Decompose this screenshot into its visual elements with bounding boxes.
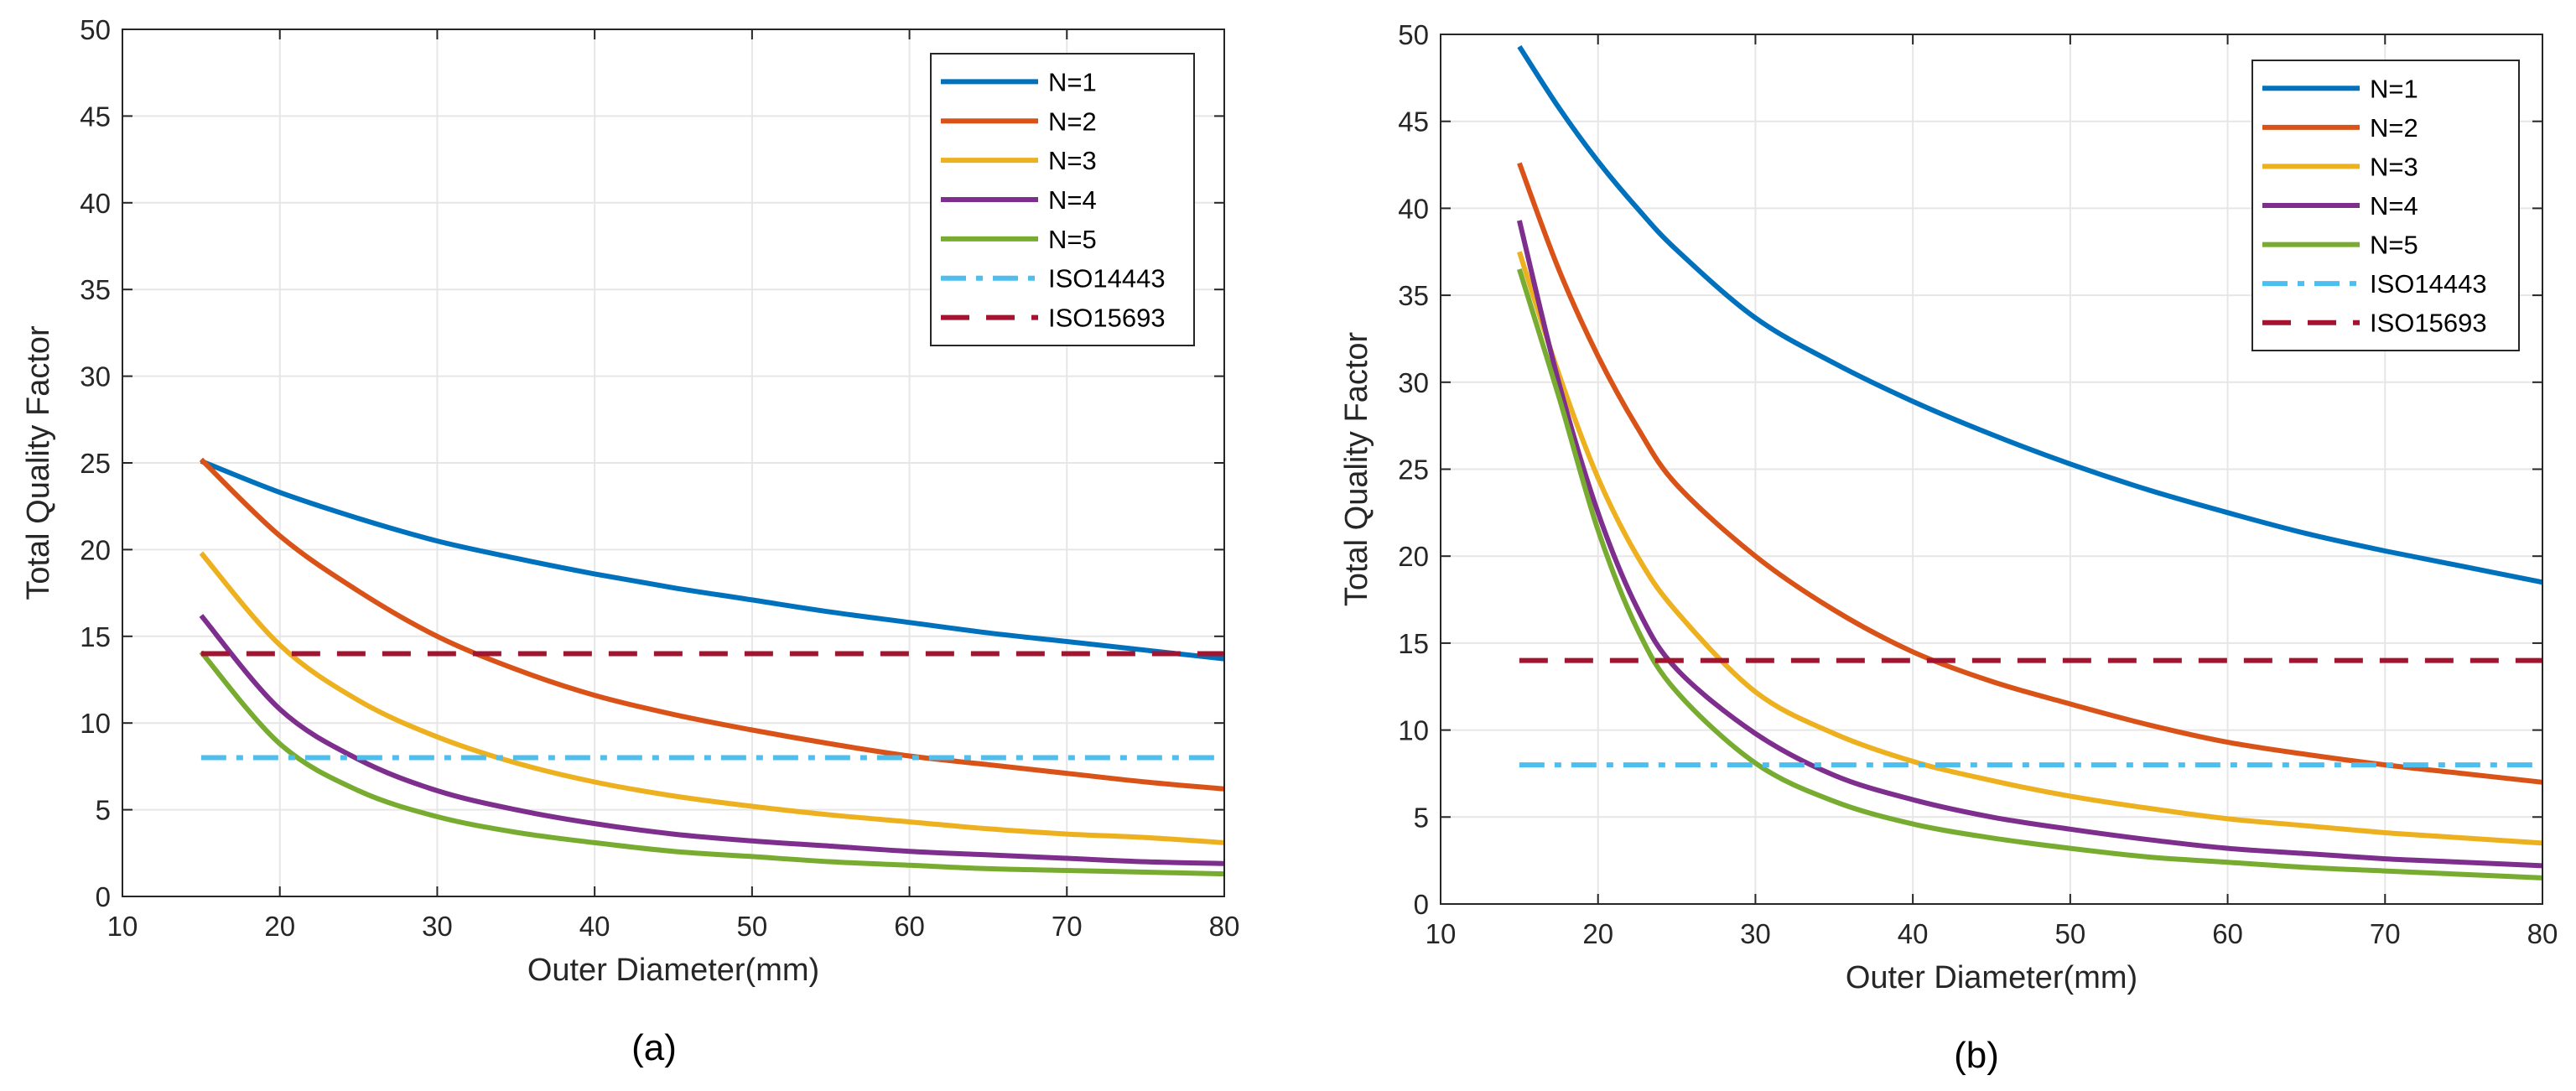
x-tick-label: 50 xyxy=(736,911,767,942)
y-tick-label: 20 xyxy=(1398,541,1429,572)
y-axis-label: Total Quality Factor xyxy=(1339,331,1374,606)
x-tick-label: 40 xyxy=(579,911,610,942)
ticks: 10 20 30 40 50 60 70 80 0 5 10 15 20 25 30 35 40 45 50 xyxy=(80,14,1239,942)
y-tick-label: 30 xyxy=(80,361,111,392)
x-axis-label: Outer Diameter(mm) xyxy=(527,953,819,988)
x-tick-label: 30 xyxy=(1740,918,1771,949)
series-group xyxy=(199,457,1225,877)
y-tick-label: 5 xyxy=(96,795,111,826)
x-tick-label: 20 xyxy=(264,911,295,942)
legend-label: N=4 xyxy=(2370,191,2418,221)
chart-panel-a: 10 20 30 40 50 60 70 80 0 5 10 15 20 25 30 35 40 45 50 Oute… xyxy=(21,14,1239,1068)
series-line-n3 xyxy=(1517,251,2543,846)
x-tick-label: 10 xyxy=(1426,918,1457,949)
x-tick-label: 70 xyxy=(2370,918,2401,949)
series-line-n5 xyxy=(199,650,1225,877)
legend: N=1 N=2 N=3 N=4 N=5 ISO14443 ISO15693 xyxy=(2251,60,2520,351)
y-tick-label: 50 xyxy=(80,14,111,45)
series-line-n1 xyxy=(200,459,1225,662)
y-tick-label: 45 xyxy=(80,101,111,132)
x-tick-label: 60 xyxy=(894,911,925,942)
legend-label: N=1 xyxy=(1048,67,1097,96)
legend: N=1 N=2 N=3 N=4 N=5 ISO14443 ISO15693 xyxy=(930,53,1195,346)
legend-label: N=2 xyxy=(2370,113,2418,143)
x-tick-label: 60 xyxy=(2212,918,2243,949)
x-tick-label: 50 xyxy=(2054,918,2085,949)
x-axis-label: Outer Diameter(mm) xyxy=(1846,960,2137,995)
x-tick-label: 40 xyxy=(1898,918,1929,949)
series-line-n5 xyxy=(1517,268,2543,881)
y-tick-label: 25 xyxy=(1398,455,1429,486)
x-tick-label: 80 xyxy=(1209,911,1240,942)
y-tick-label: 40 xyxy=(80,188,111,219)
series-line-n2 xyxy=(199,457,1225,792)
legend-label: ISO14443 xyxy=(2370,269,2487,299)
legend-label: N=5 xyxy=(1048,225,1097,254)
legend-label: N=4 xyxy=(1048,185,1097,215)
y-tick-label: 35 xyxy=(80,274,111,305)
ticks: 10 20 30 40 50 60 70 80 0 5 10 15 20 25 30 35 40 45 50 xyxy=(1398,19,2558,949)
y-axis-label: Total Quality Factor xyxy=(21,325,56,600)
y-tick-label: 40 xyxy=(1398,193,1429,224)
y-tick-label: 0 xyxy=(96,881,111,912)
x-tick-label: 30 xyxy=(422,911,453,942)
y-tick-label: 45 xyxy=(1398,107,1429,138)
series-line-n3 xyxy=(199,551,1225,845)
chart-panel-b: 10 20 30 40 50 60 70 80 0 5 10 15 20 25 30 35 40 45 50 Oute… xyxy=(1339,19,2558,1076)
y-tick-label: 50 xyxy=(1398,19,1429,50)
legend-label: ISO14443 xyxy=(1048,264,1166,294)
panel-caption: (b) xyxy=(1954,1035,1999,1076)
y-tick-label: 25 xyxy=(80,448,111,479)
legend-label: N=1 xyxy=(2370,74,2418,103)
legend-label: N=3 xyxy=(2370,152,2418,181)
y-tick-label: 30 xyxy=(1398,367,1429,398)
y-tick-label: 10 xyxy=(80,708,111,739)
series-line-n1 xyxy=(1517,44,2543,585)
legend-label: N=3 xyxy=(1048,146,1097,175)
legend-label: ISO15693 xyxy=(2370,309,2487,338)
x-tick-label: 70 xyxy=(1052,911,1083,942)
y-tick-label: 20 xyxy=(80,534,111,565)
y-tick-label: 15 xyxy=(80,621,111,652)
y-tick-label: 15 xyxy=(1398,628,1429,659)
y-tick-label: 0 xyxy=(1414,889,1429,920)
x-tick-label: 20 xyxy=(1582,918,1613,949)
y-tick-label: 35 xyxy=(1398,280,1429,311)
x-tick-label: 10 xyxy=(107,911,138,942)
x-tick-label: 80 xyxy=(2527,918,2558,949)
legend-label: ISO15693 xyxy=(1048,304,1166,333)
legend-label: N=5 xyxy=(2370,231,2418,260)
series-group xyxy=(1516,44,2543,881)
series-line-n4 xyxy=(1516,220,2543,869)
y-tick-label: 10 xyxy=(1398,715,1429,746)
legend-label: N=2 xyxy=(1048,107,1097,136)
panel-caption: (a) xyxy=(631,1027,677,1068)
y-tick-label: 5 xyxy=(1414,802,1429,833)
